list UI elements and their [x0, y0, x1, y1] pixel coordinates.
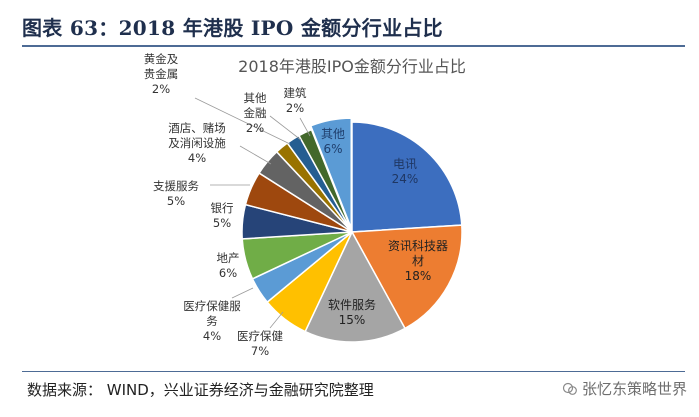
slice-label: 酒店、赌场及消闲设施 4% — [168, 121, 226, 165]
slice-percent: 7% — [251, 344, 269, 358]
watermark-text: 张忆东策略世界 — [581, 380, 687, 398]
slice-name: 建筑 — [284, 86, 307, 100]
slice-name: 地产 — [217, 251, 240, 265]
slice-name: 贵金属 — [144, 67, 179, 81]
wechat-icon — [562, 382, 577, 395]
figure-caption: 图表 63：2018 年港股 IPO 金额分行业占比 — [22, 16, 443, 40]
source-note: 数据来源： WIND，兴业证券经济与金融研究院整理 — [27, 381, 374, 399]
leader-line — [239, 145, 272, 165]
slice-label: 银行 5% — [211, 201, 234, 230]
leader-line — [194, 97, 291, 145]
slice-percent: 18% — [405, 269, 432, 283]
slice-label: 其他 6% — [321, 127, 345, 156]
slice-label: 地产 6% — [217, 251, 240, 280]
slice-percent: 2% — [246, 121, 264, 135]
slice-percent: 24% — [392, 172, 419, 186]
slice-name: 资讯科技器 — [388, 239, 448, 253]
slice-percent: 6% — [219, 266, 237, 280]
slice-label: 医疗保健服务 4% — [183, 299, 241, 343]
slice-label: 其他金融 2% — [244, 91, 267, 135]
slice-label: 建筑 2% — [284, 86, 307, 115]
slice-name: 金融 — [244, 106, 267, 120]
slice-name: 其他 — [244, 91, 267, 105]
slice-label: 资讯科技器材 18% — [388, 239, 448, 283]
slice-name: 支援服务 — [153, 179, 199, 193]
pie-slice — [309, 117, 352, 229]
pie-slices — [241, 117, 463, 343]
slice-name: 银行 — [211, 201, 234, 215]
slice-label: 支援服务 5% — [153, 179, 199, 208]
slice-percent: 4% — [203, 329, 221, 343]
slice-percent: 6% — [323, 142, 342, 156]
slice-name: 医疗保健服 — [183, 299, 241, 313]
slice-name: 酒店、赌场 — [168, 121, 226, 135]
watermark: 张忆东策略世界 — [562, 378, 687, 399]
slice-label: 电讯 24% — [392, 157, 419, 186]
pie-slice — [350, 224, 463, 330]
slice-name: 黄金及 — [144, 52, 179, 66]
leader-line — [231, 287, 254, 299]
leader-line — [269, 115, 302, 141]
leader-line — [299, 117, 311, 137]
slice-percent: 2% — [286, 101, 304, 115]
top-rule — [22, 45, 685, 47]
chart-title: 2018年港股IPO金额分行业占比 — [238, 57, 466, 76]
slice-label: 软件服务 15% — [328, 297, 376, 327]
slice-name: 电讯 — [393, 157, 417, 171]
pie-slice — [351, 121, 463, 233]
leader-lines — [194, 97, 311, 329]
slice-name: 软件服务 — [328, 297, 376, 312]
slice-name: 材 — [412, 254, 424, 268]
bottom-rule — [22, 371, 685, 372]
slice-labels: 其他 6%电讯 24%资讯科技器材 18%软件服务 15%医疗保健 7%医疗保健服务 4%地… — [144, 52, 448, 358]
slice-name: 其他 — [321, 127, 345, 141]
slice-label: 黄金及贵金属 2% — [144, 52, 179, 96]
slice-percent: 5% — [167, 194, 185, 208]
slice-percent: 2% — [152, 82, 170, 96]
slice-label: 医疗保健 7% — [237, 329, 283, 358]
pie-slice — [304, 230, 407, 343]
slice-name: 及消闲设施 — [168, 136, 226, 150]
slice-percent: 5% — [213, 216, 231, 230]
slice-name: 务 — [206, 314, 218, 328]
leader-line — [269, 311, 284, 329]
slice-percent: 15% — [339, 313, 366, 327]
slice-name: 医疗保健 — [237, 329, 283, 343]
slice-percent: 4% — [188, 151, 206, 165]
pie-slice — [297, 128, 353, 233]
